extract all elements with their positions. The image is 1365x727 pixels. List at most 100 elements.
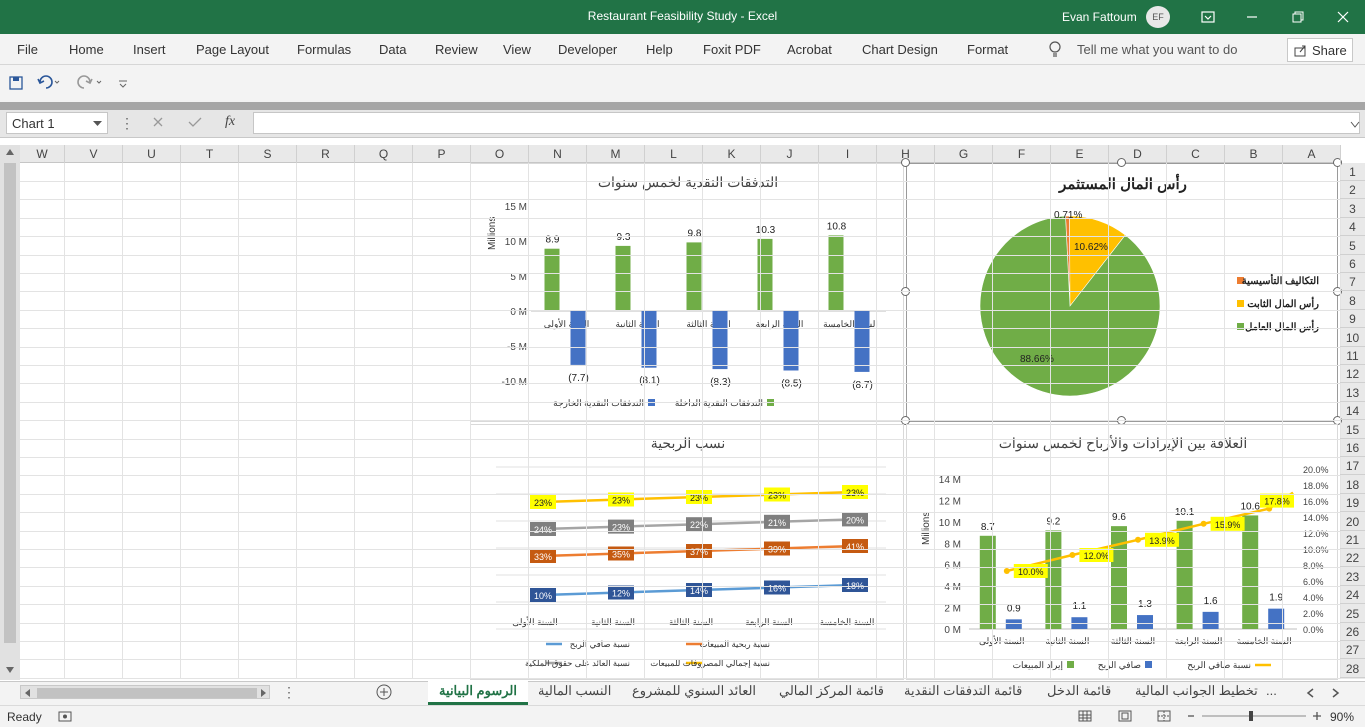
chart-revenue-profit[interactable]: العلاقة بين الإيرادات والأرباح لخمس سنوا…	[906, 424, 1338, 680]
column-header[interactable]: Q	[355, 145, 413, 163]
column-header[interactable]: I	[819, 145, 877, 163]
column-header[interactable]: R	[297, 145, 355, 163]
row-header[interactable]: 11	[1340, 347, 1365, 365]
row-header[interactable]: 16	[1340, 439, 1365, 457]
save-icon[interactable]	[9, 76, 23, 93]
column-header[interactable]: W	[20, 145, 65, 163]
tab-balance-sheet[interactable]: قائمة المركز المالي	[779, 683, 884, 698]
chart-cash-flows[interactable]: التدفقات النقدية لخمس سنوات Millions 15 …	[470, 163, 904, 422]
column-header[interactable]: F	[993, 145, 1051, 163]
column-header[interactable]: A	[1283, 145, 1341, 163]
customize-qat-icon[interactable]	[118, 78, 128, 92]
macro-record-icon[interactable]	[58, 711, 72, 725]
enter-icon[interactable]	[188, 116, 202, 131]
user-name[interactable]: Evan Fattoum	[1062, 10, 1137, 24]
row-header[interactable]: 23	[1340, 568, 1365, 586]
tab-more[interactable]: ...	[1266, 683, 1277, 698]
close-icon[interactable]	[1333, 8, 1353, 26]
redo-icon[interactable]	[77, 75, 103, 94]
restore-icon[interactable]	[1288, 8, 1308, 26]
tab-scroll-right-icon[interactable]	[1332, 687, 1340, 701]
row-header[interactable]: 2	[1340, 181, 1365, 200]
column-header[interactable]: U	[123, 145, 181, 163]
column-header[interactable]: H	[877, 145, 935, 163]
chart-profitability[interactable]: نسب الربحية 23% 23% 23% 23% 23% 24% 23% 22% 21% 2…	[470, 424, 904, 680]
tab-charts[interactable]: الرسوم البيانية	[428, 681, 528, 705]
column-header[interactable]: J	[761, 145, 819, 163]
row-header[interactable]: 19	[1340, 494, 1365, 513]
column-header[interactable]: V	[65, 145, 123, 163]
insert-function-button[interactable]: fx	[225, 114, 236, 129]
menu-review[interactable]: Review	[435, 42, 478, 57]
row-header[interactable]: 27	[1340, 641, 1365, 660]
row-header[interactable]: 10	[1340, 329, 1365, 347]
chevron-down-icon[interactable]	[93, 121, 102, 127]
tab-income-statement[interactable]: قائمة الدخل	[1047, 683, 1112, 698]
row-header[interactable]: 25	[1340, 605, 1365, 623]
row-header[interactable]: 28	[1340, 660, 1365, 678]
menu-format[interactable]: Format	[967, 42, 1009, 57]
name-box[interactable]: Chart 1	[6, 112, 108, 134]
column-header[interactable]: K	[703, 145, 761, 163]
row-header[interactable]: 20	[1340, 513, 1365, 531]
more-tabs-icon[interactable]: ⋮	[282, 684, 296, 700]
menu-chart-design[interactable]: Chart Design	[862, 42, 938, 57]
menu-data[interactable]: Data	[379, 42, 407, 57]
column-header[interactable]: N	[529, 145, 587, 163]
menu-home[interactable]: Home	[69, 42, 104, 57]
row-header[interactable]: 24	[1340, 586, 1365, 605]
row-header[interactable]: 9	[1340, 310, 1365, 329]
share-button[interactable]: Share	[1287, 38, 1353, 62]
menu-help[interactable]: Help	[646, 42, 673, 57]
row-header[interactable]: 26	[1340, 623, 1365, 641]
menu-formulas[interactable]: Formulas	[297, 42, 352, 57]
row-header[interactable]: 3	[1340, 200, 1365, 218]
row-header[interactable]: 4	[1340, 218, 1365, 237]
zoom-level[interactable]: 90%	[1330, 710, 1355, 724]
tab-financial-planning[interactable]: تخطيط الجوانب المالية	[1135, 683, 1258, 698]
row-header[interactable]: 13	[1340, 384, 1365, 402]
column-header[interactable]: C	[1167, 145, 1225, 163]
menu-page-layout[interactable]: Page Layout	[196, 42, 270, 57]
add-sheet-icon[interactable]	[376, 684, 392, 703]
tab-scroll-left-icon[interactable]	[1306, 687, 1314, 701]
page-layout-view-icon[interactable]	[1118, 710, 1132, 725]
formula-input[interactable]	[253, 112, 1360, 134]
row-header[interactable]: 12	[1340, 365, 1365, 384]
menu-foxit-pdf[interactable]: Foxit PDF	[703, 42, 761, 57]
column-header[interactable]: D	[1109, 145, 1167, 163]
row-header[interactable]: 18	[1340, 476, 1365, 494]
avatar[interactable]: EF	[1146, 6, 1170, 28]
chart-invested-capital[interactable]: رأس المال المستثمر 0.71% 10.62% 88.66% التك…	[906, 163, 1338, 422]
menu-file[interactable]: File	[17, 42, 38, 57]
undo-icon[interactable]	[37, 75, 61, 94]
row-header[interactable]: 7	[1340, 273, 1365, 292]
row-header[interactable]: 17	[1340, 457, 1365, 476]
column-header[interactable]: O	[471, 145, 529, 163]
column-header[interactable]: B	[1225, 145, 1283, 163]
zoom-slider[interactable]	[1186, 709, 1324, 726]
column-header[interactable]: T	[181, 145, 239, 163]
row-header[interactable]: 8	[1340, 292, 1365, 310]
row-header[interactable]: 14	[1340, 402, 1365, 421]
ribbon-display-icon[interactable]	[1198, 8, 1218, 26]
row-header[interactable]: 15	[1340, 421, 1365, 439]
column-header[interactable]: S	[239, 145, 297, 163]
resize-handle[interactable]	[1333, 158, 1342, 167]
row-header[interactable]: 1	[1340, 163, 1365, 181]
page-break-view-icon[interactable]	[1157, 710, 1171, 725]
cancel-icon[interactable]	[152, 116, 164, 131]
tab-cash-flow-statement[interactable]: قائمة التدفقات النقدية	[904, 683, 1023, 698]
tell-me-search[interactable]: Tell me what you want to do	[1077, 42, 1238, 57]
menu-insert[interactable]: Insert	[133, 42, 166, 57]
row-header[interactable]: 22	[1340, 549, 1365, 568]
column-header[interactable]: M	[587, 145, 645, 163]
minimize-icon[interactable]	[1242, 8, 1262, 26]
menu-acrobat[interactable]: Acrobat	[787, 42, 832, 57]
column-header[interactable]: L	[645, 145, 703, 163]
more-options-icon[interactable]: ⋮	[120, 115, 134, 131]
normal-view-icon[interactable]	[1078, 710, 1092, 725]
horizontal-scrollbar[interactable]	[20, 685, 270, 699]
column-header[interactable]: P	[413, 145, 471, 163]
column-header[interactable]: G	[935, 145, 993, 163]
